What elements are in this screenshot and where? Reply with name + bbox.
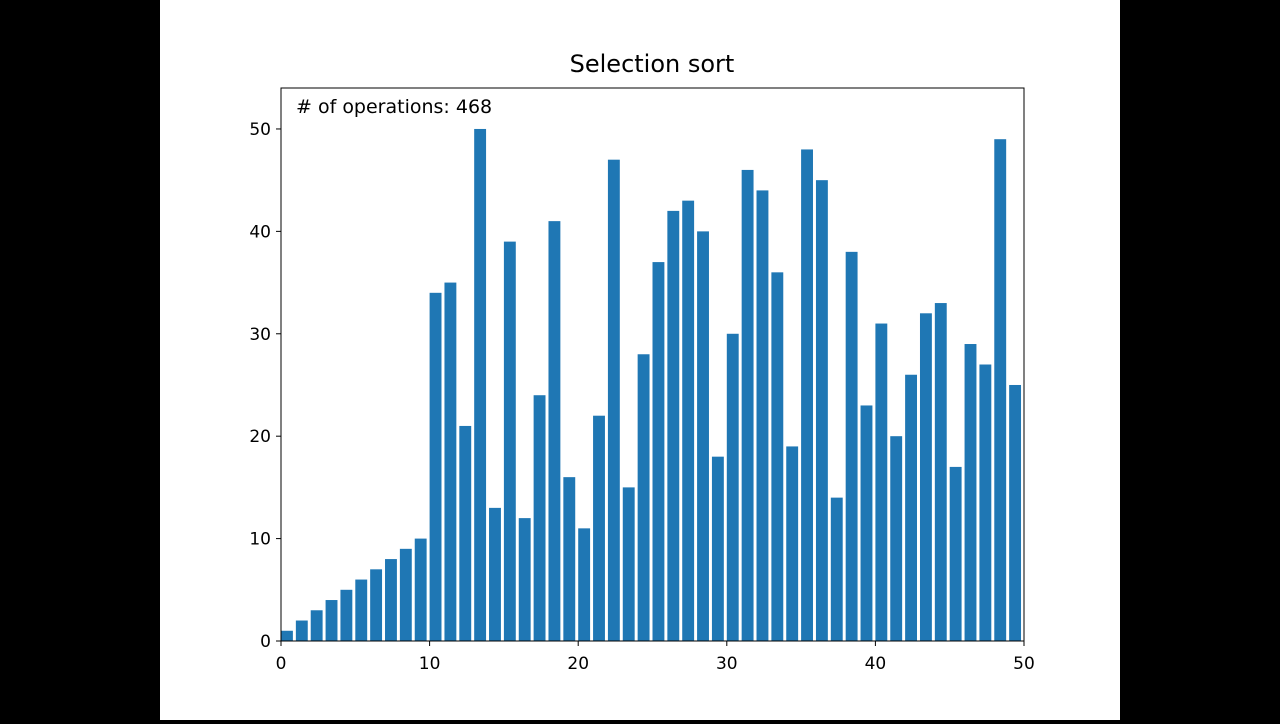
bar [370, 569, 383, 641]
bar [860, 405, 873, 641]
bar [786, 446, 799, 641]
bar [563, 477, 576, 641]
figure: Selection sort # of operations: 468 0 10 2… [160, 0, 1120, 720]
y-tick-label: 0 [260, 632, 271, 652]
bar [1009, 384, 1022, 641]
bar [905, 374, 918, 641]
bar [474, 128, 487, 642]
axes-frame [280, 87, 1025, 642]
bar [414, 538, 427, 641]
y-tick-label: 20 [249, 427, 271, 447]
bar [682, 200, 695, 642]
x-tick-label: 50 [1013, 654, 1035, 674]
bar [281, 630, 293, 641]
y-tick-label: 40 [249, 222, 271, 242]
bar [726, 333, 739, 641]
bar [385, 559, 397, 641]
bar [771, 272, 784, 641]
bar-chart: Selection sort # of operations: 468 0 10 2… [249, 50, 1035, 674]
bar [489, 507, 501, 641]
bar [919, 313, 932, 641]
bar [845, 251, 858, 641]
bar [340, 589, 353, 641]
bar [593, 415, 605, 641]
x-tick-label: 30 [716, 654, 738, 674]
bar [875, 323, 888, 641]
bar [548, 221, 561, 641]
bar [533, 395, 546, 641]
bar [756, 190, 769, 641]
x-tick-label: 20 [567, 654, 589, 674]
bar [518, 518, 531, 641]
operations-counter: # of operations: 468 [296, 96, 492, 118]
bar [607, 159, 620, 641]
x-tick-label: 40 [865, 654, 887, 674]
bar [459, 425, 472, 641]
bar [815, 180, 828, 641]
bar [890, 436, 903, 641]
bar [444, 282, 457, 641]
bar [622, 487, 635, 641]
chart-title: Selection sort [570, 50, 735, 78]
bar [697, 231, 709, 642]
bar [325, 600, 338, 641]
bar [667, 210, 680, 641]
bar [503, 241, 516, 641]
x-tick-label: 0 [276, 654, 287, 674]
bar [830, 497, 843, 641]
y-tick-label: 10 [249, 530, 271, 550]
x-tick-label: 10 [419, 654, 441, 674]
bar [578, 528, 591, 641]
bar [994, 139, 1007, 641]
bar [295, 620, 308, 641]
bar [652, 262, 665, 641]
bar [801, 149, 813, 641]
bar [949, 466, 962, 641]
y-tick-label: 30 [249, 325, 271, 345]
bar [355, 579, 368, 641]
bar [741, 169, 754, 642]
y-tick-label: 50 [249, 120, 271, 140]
bar [637, 354, 650, 641]
bar [711, 456, 724, 641]
bar [399, 548, 412, 641]
bar [964, 344, 977, 641]
bar [979, 364, 992, 641]
bar [310, 610, 323, 641]
bar [429, 292, 442, 641]
bar [934, 303, 947, 641]
